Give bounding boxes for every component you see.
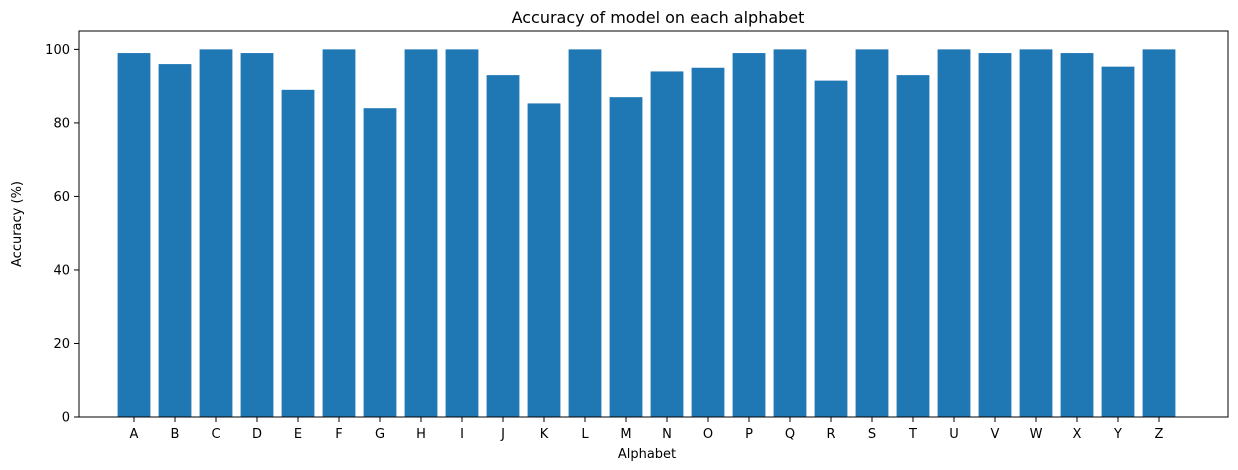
bar-E	[281, 89, 315, 417]
bar-D	[240, 53, 274, 418]
x-tick-label-O: O	[703, 427, 713, 442]
x-tick-label-Y: Y	[1113, 427, 1122, 442]
x-tick-label-S: S	[868, 427, 876, 442]
x-tick-label-E: E	[294, 427, 302, 442]
x-tick-label-H: H	[416, 427, 426, 442]
x-tick-label-L: L	[581, 427, 589, 442]
bar-Q	[773, 49, 807, 417]
bar-N	[650, 71, 684, 417]
y-axis-label: Accuracy (%)	[10, 181, 25, 267]
bar-T	[896, 75, 930, 418]
x-tick-label-N: N	[662, 427, 672, 442]
x-tick-label-B: B	[171, 427, 180, 442]
y-tick-label-0: 0	[62, 411, 70, 426]
bar-M	[609, 97, 643, 418]
bar-X	[1060, 53, 1094, 418]
x-tick-label-M: M	[620, 427, 631, 442]
y-tick-label-80: 80	[53, 116, 70, 131]
bar-F	[322, 49, 356, 417]
y-tick-label-40: 40	[53, 263, 70, 278]
bar-V	[978, 53, 1012, 418]
y-ticks-group: 0 20 40 60 80 100	[45, 43, 79, 426]
x-tick-label-A: A	[130, 427, 139, 442]
x-tick-label-Z: Z	[1155, 427, 1164, 442]
chart-title: Accuracy of model on each alphabet	[512, 8, 805, 27]
bar-W	[1019, 49, 1053, 417]
bar-Z	[1142, 49, 1176, 417]
x-tick-label-X: X	[1073, 427, 1082, 442]
x-tick-label-W: W	[1030, 427, 1043, 442]
bar-I	[445, 49, 479, 417]
x-tick-label-C: C	[211, 427, 220, 442]
bar-S	[855, 49, 889, 417]
x-axis-label: Alphabet	[618, 447, 676, 462]
bar-K	[527, 103, 561, 418]
bar-B	[158, 64, 192, 417]
y-tick-label-20: 20	[53, 337, 70, 352]
bars-group	[117, 49, 1176, 418]
x-tick-label-J: J	[500, 427, 505, 442]
bar-O	[691, 67, 725, 417]
bar-A	[117, 53, 151, 418]
x-tick-label-U: U	[949, 427, 959, 442]
bar-U	[937, 49, 971, 417]
bar-J	[486, 75, 520, 418]
bar-L	[568, 49, 602, 417]
bar-G	[363, 108, 397, 417]
bar-Y	[1101, 66, 1135, 417]
bar-P	[732, 53, 766, 418]
x-tick-label-V: V	[991, 427, 1000, 442]
x-tick-label-D: D	[252, 427, 262, 442]
x-tick-label-G: G	[375, 427, 385, 442]
x-tick-label-P: P	[745, 427, 753, 442]
y-tick-label-100: 100	[45, 43, 70, 58]
bar-R	[814, 80, 848, 417]
bar-H	[404, 49, 438, 417]
plot-frame	[78, 30, 1229, 418]
bar-C	[199, 49, 233, 417]
x-tick-label-I: I	[460, 427, 464, 442]
x-tick-label-F: F	[335, 427, 342, 442]
y-tick-label-60: 60	[53, 190, 70, 205]
x-tick-label-Q: Q	[785, 427, 795, 442]
x-tick-label-K: K	[540, 427, 549, 442]
x-tick-label-R: R	[826, 427, 835, 442]
x-ticks-group: A B C D E F G H I J K L M N O P Q R S T U V W X Y Z	[130, 417, 1164, 442]
x-tick-label-T: T	[908, 427, 917, 442]
